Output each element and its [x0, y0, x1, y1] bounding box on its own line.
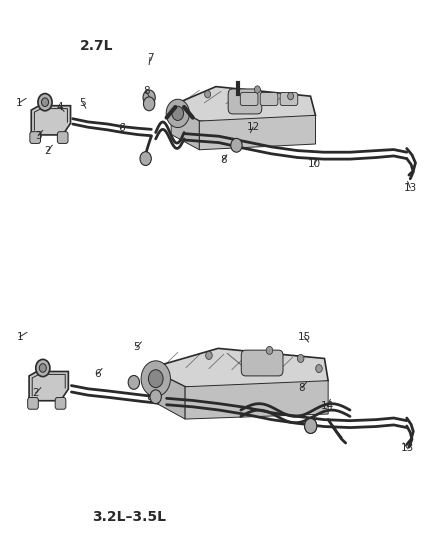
Text: 2: 2 — [45, 146, 51, 156]
Text: 1: 1 — [17, 332, 23, 342]
Polygon shape — [148, 368, 185, 419]
FancyBboxPatch shape — [30, 132, 40, 143]
FancyBboxPatch shape — [241, 350, 283, 376]
Text: 3: 3 — [35, 131, 42, 141]
Circle shape — [36, 359, 50, 377]
Text: 15: 15 — [297, 332, 311, 342]
Circle shape — [206, 351, 212, 359]
Circle shape — [150, 390, 161, 403]
Text: 10: 10 — [307, 159, 321, 169]
Circle shape — [304, 418, 317, 433]
Polygon shape — [148, 349, 328, 394]
Circle shape — [266, 346, 273, 354]
Polygon shape — [31, 106, 71, 135]
Circle shape — [140, 152, 151, 165]
Text: 12: 12 — [247, 122, 260, 132]
Circle shape — [288, 93, 293, 100]
Text: 14: 14 — [321, 401, 334, 411]
Polygon shape — [199, 115, 315, 150]
Text: 8: 8 — [220, 155, 227, 165]
Circle shape — [166, 99, 189, 127]
Text: 3.2L–3.5L: 3.2L–3.5L — [92, 511, 166, 524]
Circle shape — [39, 364, 46, 372]
Polygon shape — [29, 372, 68, 401]
Circle shape — [144, 97, 155, 111]
FancyBboxPatch shape — [28, 398, 39, 409]
FancyBboxPatch shape — [57, 132, 68, 143]
Circle shape — [304, 418, 317, 433]
FancyBboxPatch shape — [280, 93, 298, 106]
Circle shape — [205, 91, 211, 98]
Text: 8: 8 — [143, 86, 149, 96]
Text: 8: 8 — [299, 383, 305, 393]
Text: 7: 7 — [147, 53, 153, 62]
Circle shape — [42, 98, 49, 107]
Circle shape — [38, 94, 52, 111]
Text: 5: 5 — [134, 342, 140, 352]
Circle shape — [316, 365, 322, 373]
Polygon shape — [171, 106, 199, 150]
Polygon shape — [171, 86, 315, 128]
Circle shape — [231, 139, 242, 152]
Circle shape — [172, 106, 184, 120]
Circle shape — [143, 90, 155, 105]
Circle shape — [297, 354, 304, 362]
FancyBboxPatch shape — [228, 89, 262, 114]
Text: 4: 4 — [57, 102, 64, 112]
Text: 13: 13 — [401, 443, 414, 453]
FancyBboxPatch shape — [240, 93, 258, 106]
Text: 2.7L: 2.7L — [80, 39, 113, 53]
Circle shape — [141, 361, 170, 397]
Circle shape — [254, 86, 261, 93]
FancyBboxPatch shape — [260, 93, 278, 106]
Text: 6: 6 — [94, 369, 101, 379]
Circle shape — [128, 375, 140, 389]
Circle shape — [148, 370, 163, 387]
Text: 1: 1 — [16, 98, 22, 108]
Text: 13: 13 — [403, 183, 417, 193]
FancyBboxPatch shape — [55, 398, 66, 409]
Polygon shape — [185, 381, 328, 419]
Text: 5: 5 — [79, 98, 86, 108]
Text: 2: 2 — [32, 388, 39, 398]
Text: 6: 6 — [118, 123, 124, 133]
